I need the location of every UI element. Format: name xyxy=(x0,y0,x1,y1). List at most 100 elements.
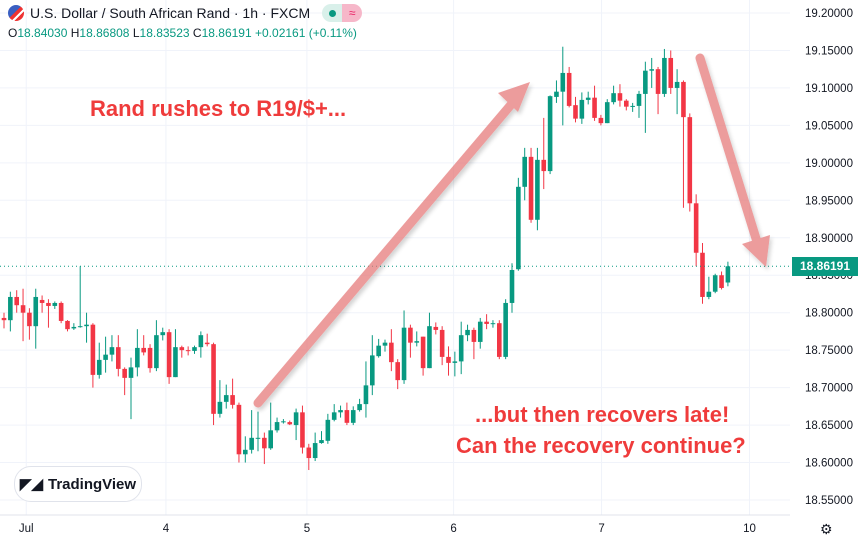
candle-down xyxy=(617,84,623,107)
candle-body xyxy=(243,449,248,455)
candle-down xyxy=(65,320,70,332)
candle-up xyxy=(630,102,635,112)
candle-down xyxy=(46,299,51,328)
time-tick-label: 10 xyxy=(743,523,756,535)
candle-down xyxy=(58,301,64,324)
symbol-title[interactable]: U.S. Dollar / South African Rand · 1h · … xyxy=(30,5,311,21)
candle-body xyxy=(630,105,635,107)
candle-body xyxy=(433,326,439,330)
candle-body xyxy=(255,437,261,439)
candle-down xyxy=(420,336,426,376)
price-tick-label: 18.95000 xyxy=(805,195,853,207)
candle-up xyxy=(338,405,343,418)
candle-body xyxy=(135,347,140,368)
open-value: 18.84030 xyxy=(17,26,68,40)
candle-up xyxy=(376,338,381,358)
candle-down xyxy=(147,344,153,373)
candle-up xyxy=(649,57,654,88)
candle-up xyxy=(8,291,13,332)
market-open-icon[interactable] xyxy=(322,4,343,22)
candle-body xyxy=(649,69,654,71)
candle-body xyxy=(331,412,337,420)
open-label: O xyxy=(8,26,18,40)
candle-body xyxy=(674,81,680,88)
candle-down xyxy=(300,405,305,454)
candle-body xyxy=(198,335,204,348)
candle-body xyxy=(408,327,413,343)
price-tick-label: 18.55000 xyxy=(805,495,853,507)
candle-down xyxy=(14,290,19,313)
candle-down xyxy=(166,329,172,384)
delayed-data-icon[interactable]: ≈ xyxy=(342,4,363,22)
price-axis[interactable]: 19.20000 19.15000 19.10000 19.05000 19.00000… xyxy=(805,8,853,507)
candle-up xyxy=(725,261,731,287)
candle-body xyxy=(477,321,483,342)
time-axis[interactable]: Jul 4 5 6 7 10 xyxy=(0,514,790,535)
price-tick-label: 18.75000 xyxy=(805,345,853,357)
candle-up xyxy=(331,404,337,422)
candle-body xyxy=(268,430,273,449)
candle-down xyxy=(90,323,96,388)
candle-down xyxy=(433,322,439,335)
candle-down xyxy=(185,346,191,356)
candle-up xyxy=(585,91,591,105)
candle-down xyxy=(1,312,7,329)
candle-body xyxy=(668,57,674,88)
price-tick-label: 18.65000 xyxy=(805,420,853,432)
price-tick-label: 19.20000 xyxy=(805,8,853,20)
candle-down xyxy=(566,66,572,108)
price-tick-label: 19.15000 xyxy=(805,45,853,57)
candle-body xyxy=(357,404,362,411)
candle-down xyxy=(573,96,578,123)
candle-body xyxy=(611,93,616,103)
candle-body xyxy=(300,412,305,448)
candle-down xyxy=(211,342,216,426)
candle-down xyxy=(389,329,394,372)
candle-body xyxy=(490,323,496,325)
candle-body xyxy=(338,410,343,413)
settings-icon[interactable]: ⚙ xyxy=(820,521,833,537)
candle-down xyxy=(236,402,242,463)
candle-down xyxy=(27,308,32,340)
candle-body xyxy=(154,335,159,369)
last-price-label: 18.86191 xyxy=(792,257,858,277)
candle-body xyxy=(706,291,712,297)
price-tick-label: 18.60000 xyxy=(805,458,853,470)
candle-body xyxy=(46,302,51,306)
candle-up xyxy=(370,335,375,396)
price-tick-label: 18.70000 xyxy=(805,383,853,395)
candle-body xyxy=(376,345,381,357)
tradingview-logo[interactable]: ◤◢ TradingView xyxy=(14,466,142,502)
candle-body xyxy=(319,440,324,444)
candle-body xyxy=(522,156,527,187)
candle-body xyxy=(287,422,293,425)
candle-up xyxy=(401,310,407,384)
candle-body xyxy=(160,332,166,336)
candle-up xyxy=(160,327,166,341)
candle-body xyxy=(687,117,693,204)
candle-down xyxy=(719,271,724,290)
candle-body xyxy=(585,97,591,100)
chart-header: U.S. Dollar / South African Rand · 1h · … xyxy=(8,4,363,22)
candle-body xyxy=(166,332,172,378)
candle-up xyxy=(33,288,39,349)
candle-body xyxy=(262,437,267,449)
high-value: 18.86808 xyxy=(79,26,130,40)
candle-up xyxy=(503,299,508,360)
candle-body xyxy=(592,97,597,118)
grid xyxy=(0,0,790,515)
candle-down xyxy=(471,327,477,360)
candle-body xyxy=(503,302,508,357)
arrow-down-annotation xyxy=(695,53,770,267)
candle-down xyxy=(598,114,604,126)
candle-down xyxy=(484,314,489,330)
candle-body xyxy=(579,99,585,119)
candle-body xyxy=(39,299,45,303)
candle-body xyxy=(528,156,534,220)
candle-body xyxy=(382,342,388,346)
candle-up xyxy=(77,266,83,328)
arrow-up-annotation xyxy=(253,82,530,408)
candle-body xyxy=(230,395,235,405)
candle-up xyxy=(363,361,369,418)
